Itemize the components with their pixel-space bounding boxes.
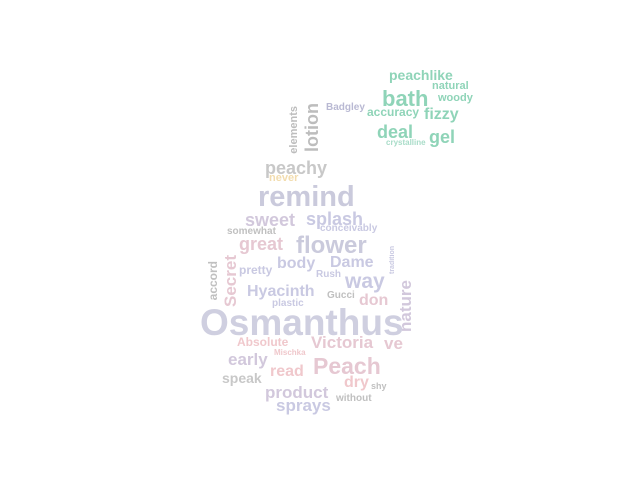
word-sweet: sweet: [245, 210, 296, 230]
word-elements: elements: [288, 106, 300, 154]
word-absolute: Absolute: [237, 335, 289, 349]
word-accuracy: accuracy: [367, 105, 420, 119]
word-victoria: Victoria: [311, 333, 374, 352]
word-body: body: [277, 255, 316, 272]
word-early: early: [228, 350, 268, 369]
word-splash: splash: [306, 209, 364, 229]
word-read: read: [270, 363, 304, 380]
word-never: never: [269, 172, 299, 184]
word-dry: dry: [344, 374, 369, 391]
word-gucci: Gucci: [327, 290, 355, 301]
word-crystalline: crystalline: [386, 138, 426, 147]
word-great: great: [239, 234, 284, 254]
word-plastic: plastic: [272, 298, 304, 309]
word-way: way: [345, 270, 385, 293]
word-lotion: lotion: [302, 103, 322, 152]
word-pretty: pretty: [239, 263, 273, 277]
word-natural: natural: [432, 80, 469, 92]
word-bath: bath: [382, 86, 429, 111]
word-peach: Peach: [313, 353, 381, 379]
word-peachlike: peachlike: [389, 67, 453, 83]
word-osmanthus: Osmanthus: [200, 302, 404, 343]
word-gel: gel: [429, 127, 456, 147]
word-somewhat: somewhat: [227, 226, 276, 237]
word-without: without: [336, 393, 372, 404]
word-accord: accord: [206, 261, 220, 301]
word-ve: ve: [384, 334, 403, 353]
word-badgley: Badgley: [326, 102, 365, 113]
word-remind: remind: [258, 181, 355, 213]
word-hyacinth: Hyacinth: [247, 283, 315, 300]
word-conceivably: conceivably: [320, 223, 378, 234]
word-don: don: [359, 292, 389, 309]
word-sprays: sprays: [276, 396, 331, 415]
word-mischka: Mischka: [274, 348, 306, 357]
word-woody: woody: [438, 92, 473, 104]
word-dame: Dame: [330, 254, 374, 271]
word-flower: flower: [296, 232, 367, 259]
word-speak: speak: [222, 370, 262, 386]
word-secret: Secret: [221, 255, 240, 307]
word-rush: Rush: [316, 269, 341, 280]
word-product: product: [265, 383, 329, 402]
word-peachy: peachy: [265, 158, 328, 178]
word-deal: deal: [377, 122, 414, 142]
word-tradition: tradition: [389, 246, 396, 274]
word-fizzy: fizzy: [424, 106, 459, 123]
word-shy: shy: [371, 381, 387, 391]
